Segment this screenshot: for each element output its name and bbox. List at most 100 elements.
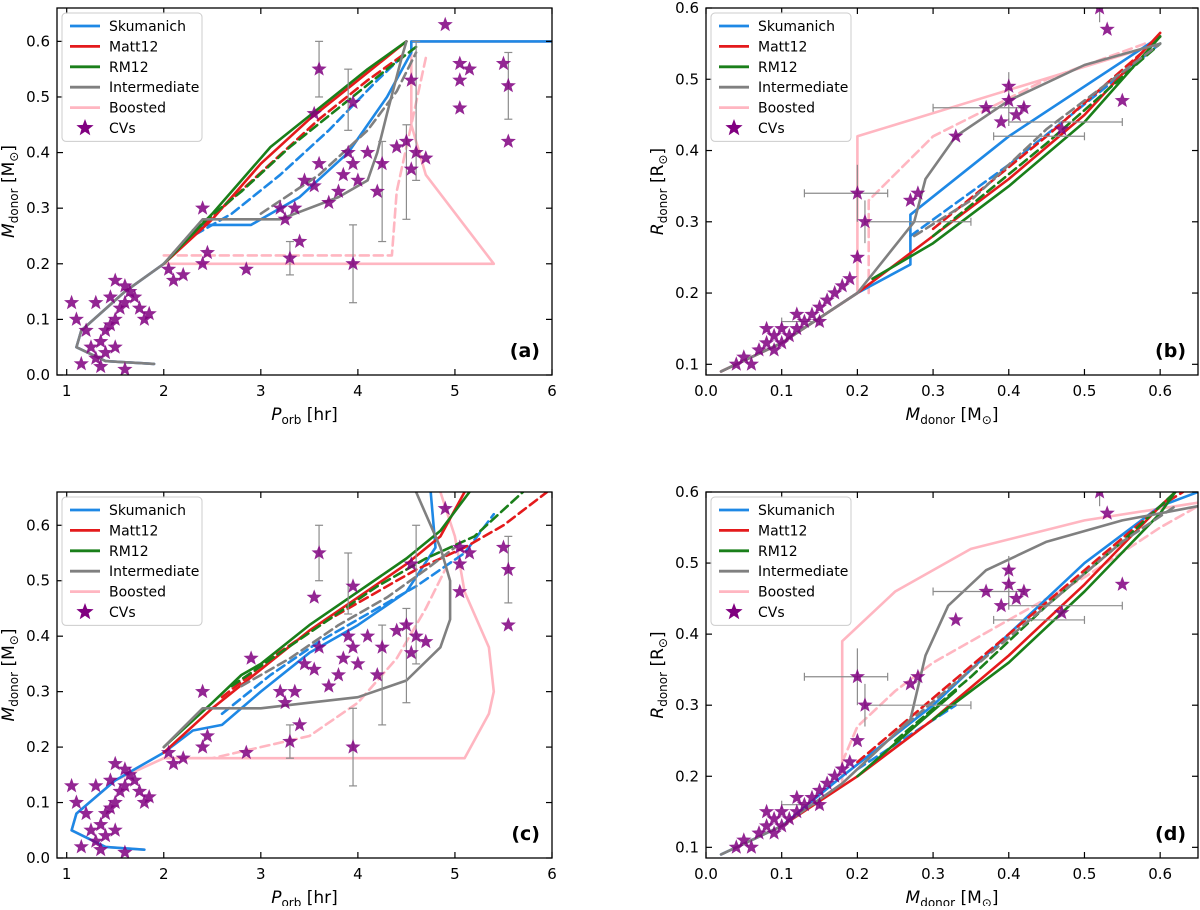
cv-point [296,172,313,187]
cv-point [272,200,288,215]
y-axis-label-sub: donor [7,672,21,707]
cv-point [1114,92,1130,108]
panel-label: (c) [511,823,540,845]
series-line-skumanich-dashed-3 [220,512,496,716]
x-tick-label: 0.5 [1073,865,1097,883]
plot-area [64,492,549,858]
y-tick-label: 0.6 [675,483,699,501]
cv-point [287,200,303,215]
cv-point [910,185,926,200]
panel-label: (d) [1155,823,1186,845]
legend-label-boosted: Boosted [109,101,166,117]
x-axis-label-unit-symbol: ⊙ [982,413,992,427]
cv-point [781,327,797,343]
legend-marker-cvs [76,119,94,136]
cv-point [452,72,468,87]
cv-point [321,194,337,210]
cv-point [1001,78,1017,93]
x-tick-label: 1 [62,865,72,883]
y-axis-label-unit-symbol: ⊙ [656,638,670,648]
series-line-rm12-solid-6 [871,35,1162,281]
cv-point [804,789,820,805]
series-line-rm12-dashed-7 [230,492,525,688]
y-axis-label-sub: donor [656,188,670,223]
cv-point [374,155,390,171]
cv-point [107,339,123,354]
x-axis-label-unit: [M [955,888,982,906]
cv-point [141,305,157,321]
cv-point [277,694,293,710]
cv-point [107,272,123,287]
series-line-matt12-solid-4 [162,40,408,266]
cv-point [758,818,775,833]
y-tick-label: 0.2 [675,284,699,302]
panel-a: 1 2 3 4 5 6 0.0 0.1 0.2 0.3 0.4 0.5 0.6 Porb [hr] Mdon… [0,7,557,427]
cv-point [102,317,118,332]
x-tick-label: 0.1 [770,865,794,883]
cv-point [948,128,964,143]
cv-point [272,683,288,699]
y-axis-label-unit-symbol: ⊙ [7,635,21,645]
cv-point [335,166,351,182]
series-line-matt12-dashed-5 [172,51,408,254]
cv-point [1016,583,1032,598]
x-axis-label: Mdonor [M⊙] [906,888,999,906]
cv-point [403,161,419,176]
cv-point [350,655,366,671]
cv-point [495,539,512,554]
x-axis-label-main: M [906,888,921,906]
legend-label-cvs: CVs [109,121,136,137]
cv-point [774,320,790,336]
x-axis-label-unit-end: ] [992,405,999,425]
x-tick-label: 0.1 [770,382,794,400]
cv-point [758,320,775,336]
y-axis-label: Mdonor [M⊙] [0,145,21,238]
y-axis-label-main: R [648,223,668,235]
legend-label-skumanich: Skumanich [109,503,186,519]
cv-point [408,628,424,643]
cv-point [408,144,424,159]
plot-frame [56,491,553,859]
cv-point [345,255,361,271]
cv-point [335,650,351,665]
series-line-intermediate-solid-8 [75,40,408,366]
y-tick-label: 0.1 [26,794,50,812]
legend-label-rm12: RM12 [109,60,149,76]
cv-point [165,755,182,771]
cv-point [774,803,790,819]
cv-point [330,183,347,198]
y-axis-label: Rdonor [R⊙] [648,631,670,718]
cv-point [311,155,327,171]
cv-point [766,327,782,343]
cv-point [127,772,143,787]
cv-point [819,292,835,307]
cv-point [495,55,512,71]
cv-point [834,277,850,293]
x-tick-label: 0.3 [921,865,945,883]
cv-point [292,233,308,248]
cv-point [340,144,356,159]
series-line-boosted-dashed-1 [162,568,447,760]
legend-label-matt12: Matt12 [758,523,807,539]
cv-point [728,839,744,854]
cv-point [107,755,123,771]
cv-point [238,261,254,276]
cv-point [199,244,215,260]
cv-point [789,306,805,321]
cv-point [437,500,453,516]
cv-point [199,728,215,743]
cv-point [117,294,133,310]
legend-label-intermediate: Intermediate [758,80,848,96]
cv-point [97,322,114,337]
x-axis-label-sub: orb [281,413,301,427]
cv-point [418,150,434,165]
x-tick-label: 3 [256,865,266,883]
cv-point [345,639,361,654]
y-tick-label: 0.2 [26,255,50,273]
cv-point [107,794,123,809]
cv-point [834,761,850,776]
series-line-matt12-dashed-5 [220,492,549,699]
cv-point [403,556,419,571]
series-line-rm12-solid-7 [931,492,1177,721]
